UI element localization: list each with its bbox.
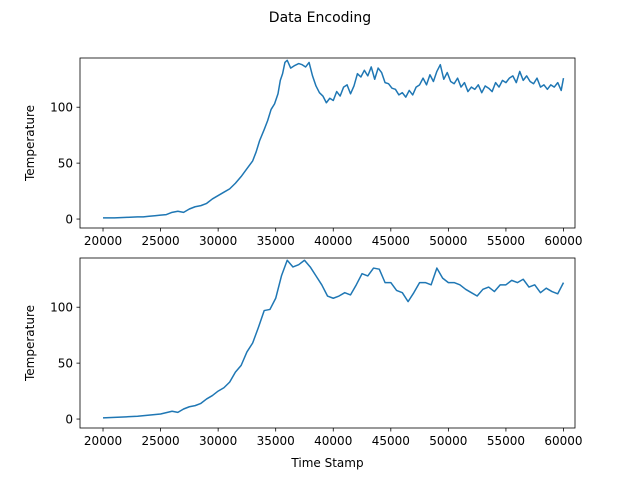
y-tick-label: 0 (65, 213, 73, 227)
axes-frame (79, 257, 576, 429)
bottom-panel: 20000 25000 30000 35000 40000 45000 50000 55000… (23, 257, 583, 470)
x-tick-label: 45000 (372, 234, 410, 248)
x-tick-label: 30000 (199, 434, 237, 448)
x-tick-label: 60000 (544, 234, 582, 248)
x-axis-label: Time Stamp (290, 456, 363, 470)
y-tick-label: 50 (58, 157, 73, 171)
x-tick-label: 20000 (84, 434, 122, 448)
y-axis-label: Temperature (23, 305, 37, 382)
top-panel: 20000 25000 30000 35000 40000 45000 50000 55000… (23, 57, 583, 248)
y-tick-label: 0 (65, 413, 73, 427)
x-tick-label: 30000 (199, 234, 237, 248)
x-tick-label: 25000 (141, 434, 179, 448)
x-tick-label: 50000 (429, 234, 467, 248)
y-tick-label: 100 (50, 301, 73, 315)
axes-frame (79, 57, 576, 229)
x-tick-label: 35000 (257, 234, 295, 248)
x-tick-label: 25000 (141, 234, 179, 248)
series-line (102, 259, 565, 419)
y-axis-label: Temperature (23, 105, 37, 182)
x-tick-label: 20000 (84, 234, 122, 248)
x-tick-label: 60000 (544, 434, 582, 448)
x-tick-label: 40000 (314, 434, 352, 448)
x-tick-label: 45000 (372, 434, 410, 448)
y-tick-label: 100 (50, 101, 73, 115)
x-tick-label: 40000 (314, 234, 352, 248)
x-tick-label: 50000 (429, 434, 467, 448)
x-tick-label: 35000 (257, 434, 295, 448)
chart-suptitle: Data Encoding (269, 10, 371, 26)
series-line (103, 59, 565, 219)
y-tick-label: 50 (58, 357, 73, 371)
x-tick-label: 55000 (487, 434, 525, 448)
x-tick-label: 55000 (487, 234, 525, 248)
